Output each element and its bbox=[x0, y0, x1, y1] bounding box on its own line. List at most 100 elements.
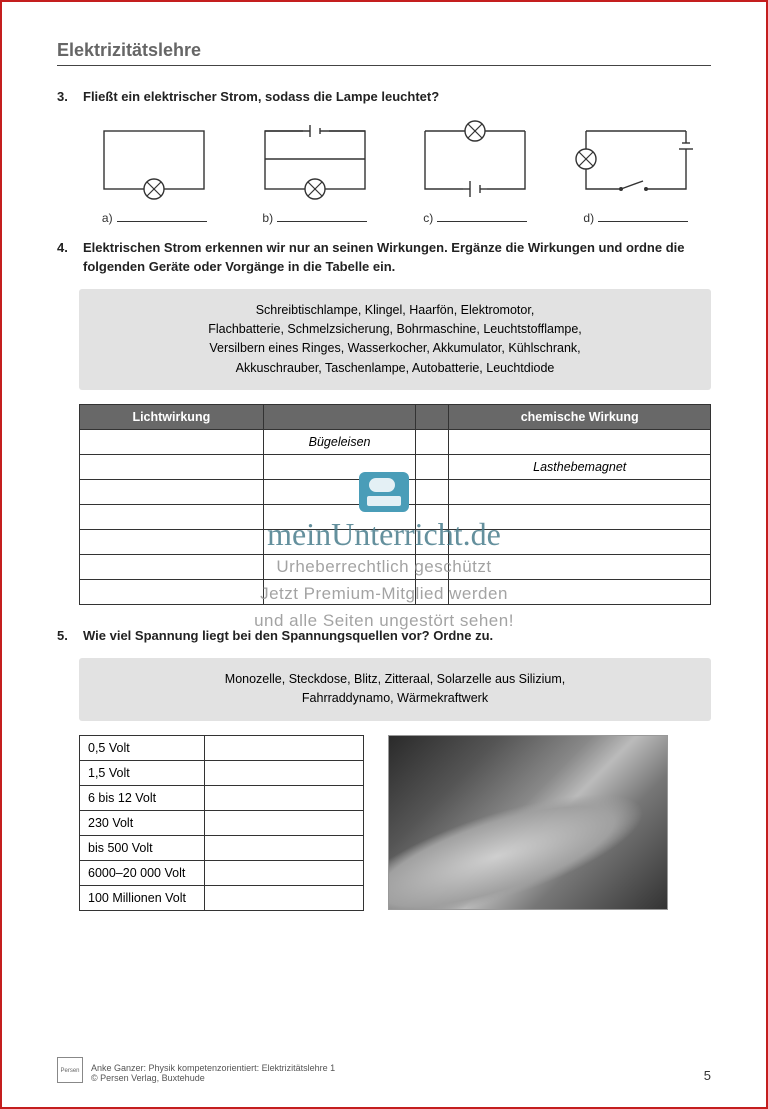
circuit-a-svg bbox=[89, 119, 219, 204]
label-a: a) bbox=[102, 211, 113, 225]
footer-left: Persen Anke Ganzer: Physik kompetenzorie… bbox=[57, 1057, 335, 1083]
circuit-d-svg bbox=[571, 119, 701, 204]
table-cell[interactable] bbox=[263, 505, 416, 530]
circuit-c-svg bbox=[410, 119, 540, 204]
table-cell[interactable] bbox=[263, 580, 416, 605]
table-row bbox=[80, 505, 711, 530]
circuit-d-label: d) bbox=[561, 210, 712, 225]
worksheet-page: Elektrizitätslehre 3. Fließt ein elektri… bbox=[0, 0, 768, 1109]
q3-text: Fließt ein elektrischer Strom, sodass di… bbox=[83, 88, 439, 107]
table-row: Bügeleisen bbox=[80, 430, 711, 455]
circuit-b-svg bbox=[250, 119, 380, 204]
question-5: 5. Wie viel Spannung liegt bei den Spann… bbox=[57, 627, 711, 911]
label-d: d) bbox=[583, 211, 594, 225]
blank-b[interactable] bbox=[277, 210, 367, 222]
table-cell[interactable] bbox=[416, 580, 449, 605]
circuit-b-label: b) bbox=[240, 210, 391, 225]
table-row bbox=[80, 555, 711, 580]
table-cell[interactable] bbox=[80, 580, 264, 605]
voltage-answer[interactable] bbox=[205, 810, 364, 835]
table-cell[interactable] bbox=[80, 480, 264, 505]
table-row: 230 Volt bbox=[80, 810, 364, 835]
q5-prompt: 5. Wie viel Spannung liegt bei den Spann… bbox=[57, 627, 711, 646]
effects-header: chemische Wirkung bbox=[449, 405, 711, 430]
table-cell[interactable] bbox=[449, 555, 711, 580]
voltage-label: 0,5 Volt bbox=[80, 735, 205, 760]
footer-credits: Anke Ganzer: Physik kompetenzorientiert:… bbox=[91, 1063, 335, 1083]
table-row bbox=[80, 530, 711, 555]
q4-word-bank: Schreibtischlampe, Klingel, Haarfön, Ele… bbox=[79, 289, 711, 391]
table-row: 6000–20 000 Volt bbox=[80, 860, 364, 885]
blank-c[interactable] bbox=[437, 210, 527, 222]
blank-a[interactable] bbox=[117, 210, 207, 222]
table-cell[interactable] bbox=[263, 455, 416, 480]
table-cell[interactable]: Lasthebemagnet bbox=[449, 455, 711, 480]
table-row: 100 Millionen Volt bbox=[80, 885, 364, 910]
circuit-c-label: c) bbox=[400, 210, 551, 225]
label-b: b) bbox=[262, 211, 273, 225]
q3-number: 3. bbox=[57, 88, 75, 107]
table-cell[interactable] bbox=[263, 530, 416, 555]
page-title: Elektrizitätslehre bbox=[57, 40, 711, 66]
label-c: c) bbox=[423, 211, 433, 225]
table-cell[interactable] bbox=[263, 480, 416, 505]
voltage-label: 1,5 Volt bbox=[80, 760, 205, 785]
blank-d[interactable] bbox=[598, 210, 688, 222]
page-footer: Persen Anke Ganzer: Physik kompetenzorie… bbox=[57, 1057, 711, 1083]
circuit-c: c) bbox=[400, 119, 551, 225]
question-4: 4. Elektrischen Strom erkennen wir nur a… bbox=[57, 239, 711, 605]
table-cell[interactable] bbox=[416, 530, 449, 555]
table-cell[interactable] bbox=[449, 505, 711, 530]
voltage-answer[interactable] bbox=[205, 835, 364, 860]
table-cell[interactable] bbox=[416, 455, 449, 480]
effects-header: Lichtwirkung bbox=[80, 405, 264, 430]
electric-eel-image bbox=[388, 735, 668, 910]
voltage-label: bis 500 Volt bbox=[80, 835, 205, 860]
table-row: bis 500 Volt bbox=[80, 835, 364, 860]
q5-word-bank: Monozelle, Steckdose, Blitz, Zitteraal, … bbox=[79, 658, 711, 721]
table-row bbox=[80, 580, 711, 605]
table-cell[interactable] bbox=[449, 430, 711, 455]
q4-text: Elektrischen Strom erkennen wir nur an s… bbox=[83, 239, 711, 277]
effects-header bbox=[416, 405, 449, 430]
table-cell[interactable] bbox=[80, 555, 264, 580]
table-row: 6 bis 12 Volt bbox=[80, 785, 364, 810]
effects-table: Lichtwirkung chemische Wirkung Bügeleisen… bbox=[79, 404, 711, 605]
table-cell[interactable] bbox=[416, 555, 449, 580]
table-cell[interactable] bbox=[80, 430, 264, 455]
table-row: 1,5 Volt bbox=[80, 760, 364, 785]
voltage-answer[interactable] bbox=[205, 785, 364, 810]
circuit-a: a) bbox=[79, 119, 230, 225]
table-cell[interactable] bbox=[416, 505, 449, 530]
circuit-b: b) bbox=[240, 119, 391, 225]
table-cell[interactable] bbox=[416, 480, 449, 505]
page-number: 5 bbox=[704, 1068, 711, 1083]
voltage-label: 230 Volt bbox=[80, 810, 205, 835]
voltage-row: 0,5 Volt1,5 Volt6 bis 12 Volt230 Voltbis… bbox=[79, 735, 711, 911]
table-cell[interactable] bbox=[80, 505, 264, 530]
voltage-answer[interactable] bbox=[205, 885, 364, 910]
circuit-d: d) bbox=[561, 119, 712, 225]
q4-number: 4. bbox=[57, 239, 75, 277]
table-cell[interactable] bbox=[449, 530, 711, 555]
table-cell[interactable] bbox=[263, 555, 416, 580]
voltage-table: 0,5 Volt1,5 Volt6 bis 12 Volt230 Voltbis… bbox=[79, 735, 364, 911]
question-3: 3. Fließt ein elektrischer Strom, sodass… bbox=[57, 88, 711, 225]
voltage-label: 100 Millionen Volt bbox=[80, 885, 205, 910]
voltage-answer[interactable] bbox=[205, 760, 364, 785]
voltage-answer[interactable] bbox=[205, 860, 364, 885]
voltage-answer[interactable] bbox=[205, 735, 364, 760]
effects-header bbox=[263, 405, 416, 430]
q3-prompt: 3. Fließt ein elektrischer Strom, sodass… bbox=[57, 88, 711, 107]
voltage-label: 6000–20 000 Volt bbox=[80, 860, 205, 885]
table-cell[interactable] bbox=[449, 480, 711, 505]
circuit-a-label: a) bbox=[79, 210, 230, 225]
table-cell[interactable] bbox=[449, 580, 711, 605]
table-cell[interactable] bbox=[80, 530, 264, 555]
footer-copyright: © Persen Verlag, Buxtehude bbox=[91, 1073, 335, 1083]
q4-prompt: 4. Elektrischen Strom erkennen wir nur a… bbox=[57, 239, 711, 277]
table-cell[interactable]: Bügeleisen bbox=[263, 430, 416, 455]
table-cell[interactable] bbox=[80, 455, 264, 480]
q5-number: 5. bbox=[57, 627, 75, 646]
table-cell[interactable] bbox=[416, 430, 449, 455]
